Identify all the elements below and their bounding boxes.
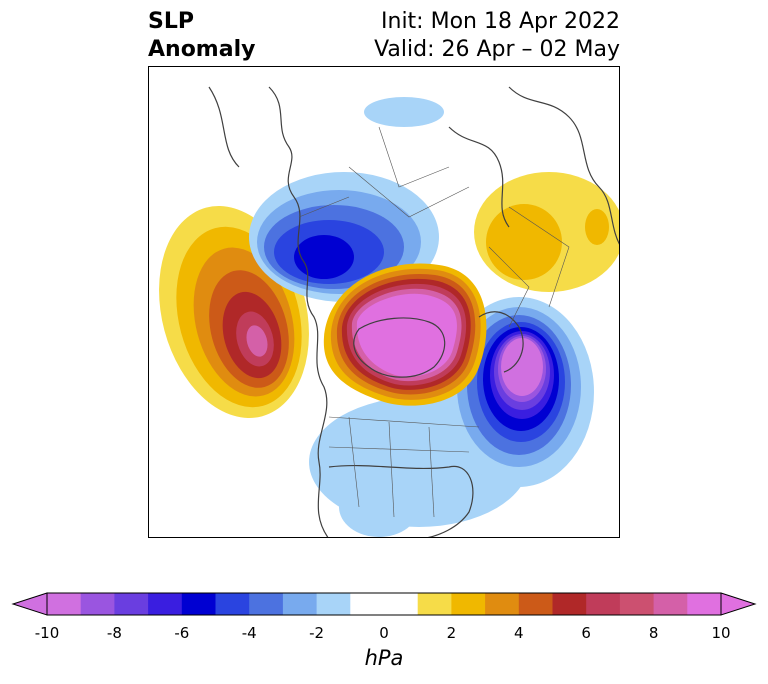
colorbar-tick-label: 8	[648, 624, 659, 642]
colorbar-segment	[249, 593, 284, 615]
colorbar-tick-label: -4	[241, 624, 257, 642]
valid-range: Valid: 26 Apr – 02 May	[374, 37, 620, 62]
colorbar-segment	[316, 593, 351, 615]
colorbar-segment	[586, 593, 621, 615]
colorbar-segment	[148, 593, 183, 615]
colorbar-tick-label: 4	[514, 624, 524, 642]
colorbar-segment	[485, 593, 520, 615]
colorbar-outline	[46, 592, 722, 616]
colorbar-segment	[653, 593, 688, 615]
colorbar-tick-label: -10	[34, 624, 60, 642]
colorbar-segment	[80, 593, 115, 615]
colorbar-segment	[619, 593, 655, 615]
colorbar-segment	[552, 593, 587, 615]
colorbar-segment	[215, 593, 250, 615]
map-panel	[148, 66, 620, 538]
slp-anomaly-map	[159, 86, 619, 537]
political-borders	[298, 126, 570, 518]
colorbar-segment	[518, 593, 553, 615]
arctic-high-contours	[323, 263, 487, 406]
coastlines	[208, 86, 619, 537]
colorbar-segment	[451, 593, 486, 615]
colorbar-extend-low	[11, 592, 48, 616]
colorbar-segment	[687, 593, 722, 615]
colorbar-segment	[114, 593, 149, 615]
colorbar	[11, 592, 757, 616]
init-date: Init: Mon 18 Apr 2022	[381, 9, 620, 34]
title-right: Init: Mon 18 Apr 2022 Valid: 26 Apr – 02…	[374, 8, 620, 64]
colorbar-tick-label: -8	[106, 624, 122, 642]
colorbar-segment	[181, 593, 216, 615]
colorbar-segment	[417, 593, 452, 615]
colorbar-segment	[282, 593, 318, 615]
title-anomaly: Anomaly	[148, 37, 256, 62]
colorbar-segment	[350, 593, 385, 615]
colorbar-extend-high	[720, 592, 757, 616]
colorbar-unit: hPa	[364, 646, 404, 670]
colorbar-tick-label: 0	[379, 624, 389, 642]
colorbar-tick-label: -6	[174, 624, 190, 642]
colorbar-segment	[384, 593, 419, 615]
colorbar-segment	[47, 593, 82, 615]
title-left: SLP Anomaly	[148, 8, 255, 64]
colorbar-tick-label: 10	[711, 624, 731, 642]
colorbar-tick-label: 2	[446, 624, 457, 642]
colorbar-tick-label: 6	[581, 624, 591, 642]
colorbar-tick-label: -2	[309, 624, 325, 642]
title-variable: SLP	[148, 9, 194, 34]
colorbar-segments	[47, 593, 722, 615]
colorbar-ticks: -10 -8 -6 -4 -2 0 2 4 6 8 10	[0, 624, 768, 644]
